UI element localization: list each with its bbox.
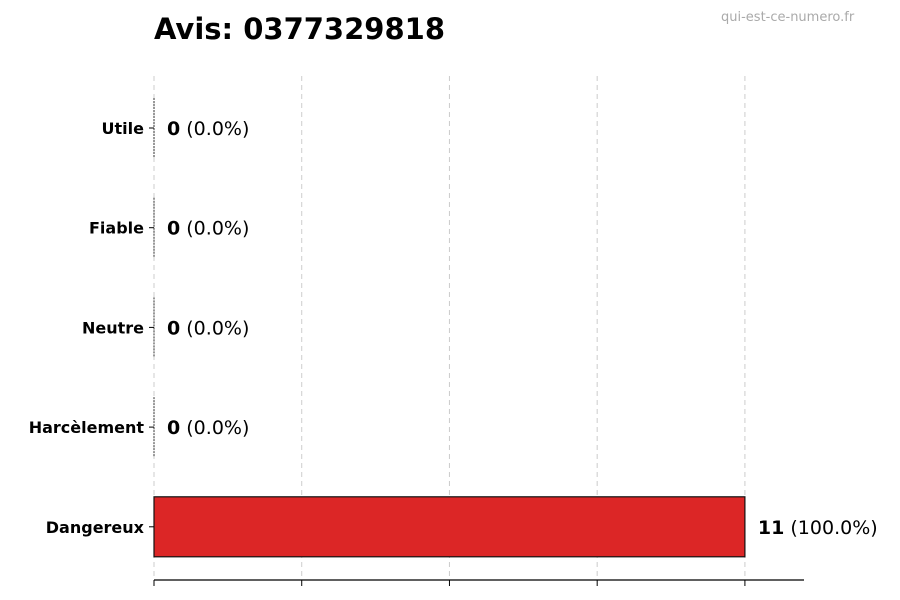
data-label: 0 (0.0%) (167, 218, 249, 240)
data-label-count: 0 (167, 417, 180, 439)
category-label: Neutre (82, 318, 144, 337)
data-label-percent: (0.0%) (180, 118, 249, 140)
data-label-count: 0 (167, 317, 180, 339)
chart-title: Avis: 0377329818 (154, 12, 445, 46)
bar (153, 496, 746, 558)
data-label-percent: (0.0%) (180, 417, 249, 439)
category-label: Utile (102, 119, 145, 138)
data-label-count: 11 (758, 517, 784, 539)
data-label-count: 0 (167, 218, 180, 240)
category-label: Dangereux (46, 518, 145, 537)
category-label: Fiable (89, 219, 144, 238)
data-label-percent: (100.0%) (784, 517, 877, 539)
data-label-count: 0 (167, 118, 180, 140)
data-label: 0 (0.0%) (167, 317, 249, 339)
category-label: Harcèlement (29, 418, 145, 437)
watermark: qui-est-ce-numero.fr (721, 10, 855, 25)
data-label-percent: (0.0%) (180, 317, 249, 339)
data-label: 11 (100.0%) (758, 517, 878, 539)
data-label: 0 (0.0%) (167, 118, 249, 140)
data-label: 0 (0.0%) (167, 417, 249, 439)
data-label-percent: (0.0%) (180, 218, 249, 240)
